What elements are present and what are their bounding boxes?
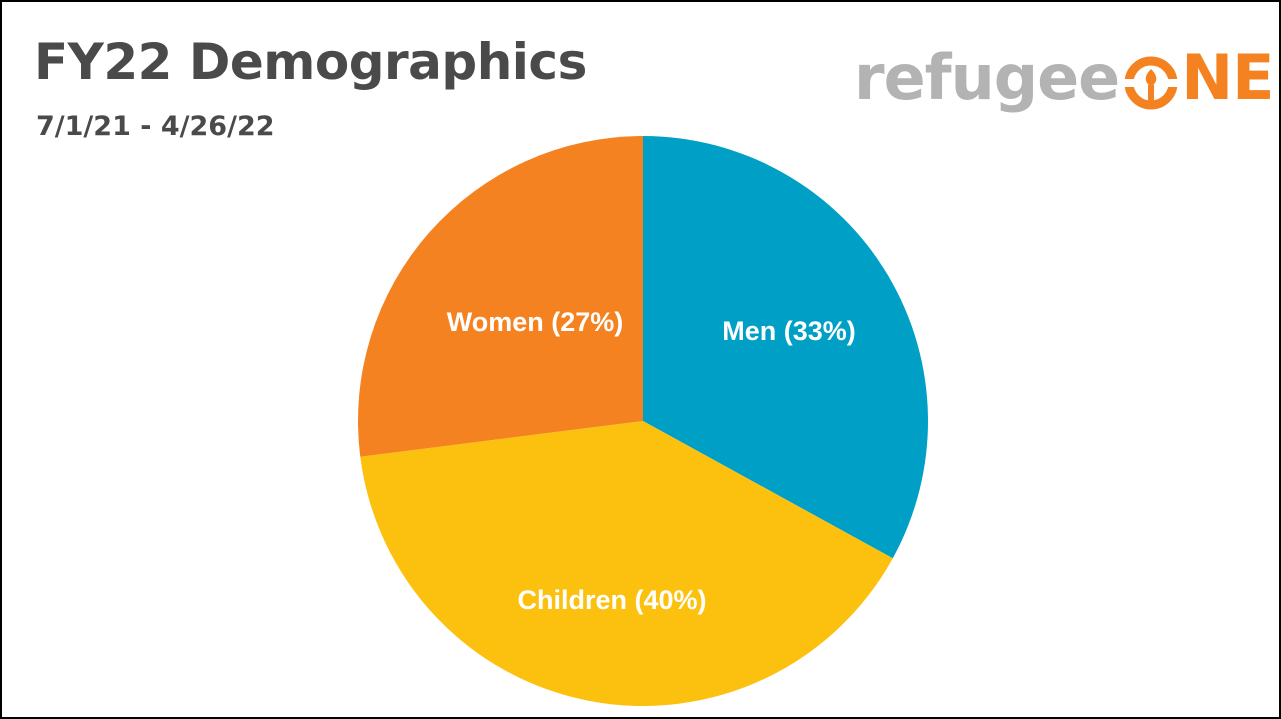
refugeeone-logo: refugee NE (854, 38, 1274, 118)
pie-slice-women (358, 136, 643, 457)
pie-label-women: Women (27%) (447, 307, 624, 337)
logo-text-refugee: refugee (854, 41, 1120, 114)
date-range-subtitle: 7/1/21 - 4/26/22 (36, 111, 275, 142)
slide-title: FY22 Demographics (34, 33, 587, 91)
refugeeone-o-mark-icon (1123, 50, 1180, 110)
pie-label-children: Children (40%) (517, 585, 706, 615)
pie-slice-men (643, 136, 929, 559)
logo-text-ne: NE (1181, 41, 1274, 114)
pie-label-men: Men (33%) (722, 316, 856, 346)
pie-slice-children (360, 421, 893, 706)
